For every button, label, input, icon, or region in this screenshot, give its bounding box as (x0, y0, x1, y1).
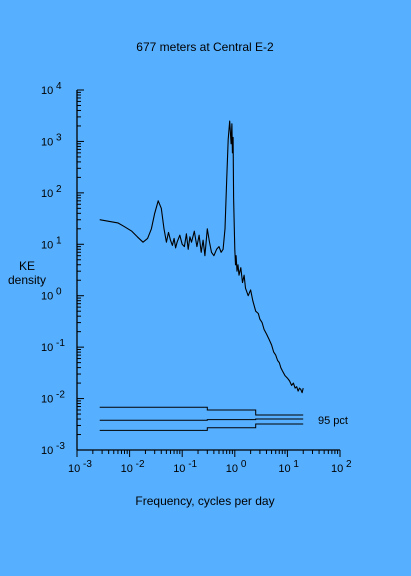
y-tick-label-base: 10 (41, 188, 53, 200)
ci-lower-line (99, 423, 304, 431)
x-tick-label: 10 2 (331, 459, 352, 475)
x-tick-label: 10 -3 (68, 459, 92, 475)
y-tick-label-exponent: 0 (53, 287, 62, 298)
chart-title: 677 meters at Central E-2 (136, 40, 274, 54)
x-tick-label-base: 10 (68, 463, 80, 475)
x-tick-label: 10 -1 (173, 459, 197, 475)
x-tick-label-base: 10 (121, 463, 133, 475)
y-tick-label-exponent: -2 (53, 390, 65, 401)
y-tick-label-base: 10 (41, 291, 53, 303)
x-tick-label: 10 1 (278, 459, 299, 475)
y-axis-label-line2: density (8, 273, 46, 287)
x-tick-label-base: 10 (278, 463, 290, 475)
y-tick-label: 10 4 (41, 81, 62, 97)
x-tick-labels: 10 -3 10 -2 10 -1 10 0 10 1 10 2 (68, 459, 352, 475)
y-tick-label-exponent: 2 (53, 184, 62, 195)
y-tick-label-exponent: -1 (53, 338, 65, 349)
y-tick-label-base: 10 (41, 136, 53, 148)
ci-middle-line (99, 418, 304, 421)
ci-upper-line (99, 406, 304, 416)
y-tick-label: 10 0 (41, 287, 62, 303)
y-tick-label-exponent: 3 (53, 132, 62, 143)
x-tick-label-exponent: -3 (80, 459, 92, 470)
y-tick-label-base: 10 (41, 394, 53, 406)
y-tick-labels: 10 410 310 210 110 010 -110 -210 -3 (41, 81, 65, 457)
x-tick-label-exponent: 2 (343, 459, 352, 470)
y-tick-label: 10 -3 (41, 441, 65, 457)
x-axis-label: Frequency, cycles per day (135, 494, 274, 508)
confidence-label: 95 pct (318, 415, 348, 427)
y-tick-label-base: 10 (41, 342, 53, 354)
y-tick-label-exponent: 4 (53, 81, 62, 92)
y-tick-label-exponent: 1 (53, 235, 62, 246)
x-tick-label-exponent: 1 (291, 459, 300, 470)
x-tick-label-exponent: -1 (185, 459, 197, 470)
x-tick-label-exponent: 0 (238, 459, 247, 470)
y-tick-label-base: 10 (41, 445, 53, 457)
y-tick-label: 10 -1 (41, 338, 65, 354)
spectrum-line (99, 120, 304, 394)
x-tick-label: 10 0 (226, 459, 247, 475)
y-axis-label-line1: KE (19, 259, 35, 273)
confidence-interval-lines (99, 406, 304, 431)
x-tick-label-base: 10 (331, 463, 343, 475)
axes (76, 89, 341, 457)
y-tick-label-base: 10 (41, 239, 53, 251)
x-tick-label-base: 10 (173, 463, 185, 475)
y-tick-label-base: 10 (41, 85, 53, 97)
x-tick-label-base: 10 (226, 463, 238, 475)
x-tick-label: 10 -2 (121, 459, 145, 475)
y-tick-label-exponent: -3 (53, 441, 65, 452)
y-tick-label: 10 3 (41, 132, 62, 148)
x-tick-label-exponent: -2 (133, 459, 145, 470)
y-tick-label: 10 1 (41, 235, 62, 251)
y-tick-label: 10 -2 (41, 390, 65, 406)
y-tick-label: 10 2 (41, 184, 62, 200)
spectrum-series (99, 120, 304, 394)
